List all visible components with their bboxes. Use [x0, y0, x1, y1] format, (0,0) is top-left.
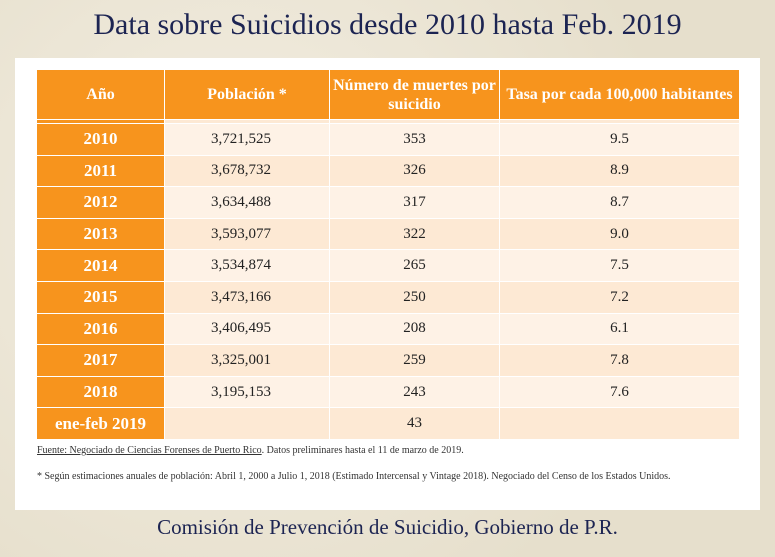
cell: 3,473,166: [165, 282, 330, 314]
year-cell: 2016: [37, 313, 165, 346]
year-cell: 2010: [37, 124, 165, 156]
cell: [165, 120, 330, 124]
header-cell: Población *: [165, 70, 330, 120]
cell: 3,721,525: [165, 124, 330, 156]
cell: 3,195,153: [165, 376, 330, 409]
cell: [330, 120, 500, 124]
cell: 3,678,732: [165, 155, 330, 188]
cell: 208: [330, 313, 500, 346]
header-row: Año Población * Número de muertes por suic…: [37, 70, 740, 120]
cell: 3,634,488: [165, 187, 330, 219]
cell: 8.9: [500, 155, 740, 188]
cell: 250: [330, 282, 500, 314]
cell: 9.5: [500, 124, 740, 156]
header-cell: Tasa por cada 100,000 habitantes: [500, 70, 740, 120]
table-row: 2014 3,534,874 265 7.5: [37, 250, 740, 282]
cell: 7.5: [500, 250, 740, 282]
cell: [165, 408, 330, 440]
cell: 243: [330, 376, 500, 409]
cell: 259: [330, 345, 500, 377]
cell: 7.6: [500, 376, 740, 409]
year-cell: ene-feb 2019: [37, 408, 165, 440]
table-row: 2016 3,406,495 208 6.1: [37, 313, 740, 346]
cell: 3,325,001: [165, 345, 330, 377]
cell: 43: [330, 408, 500, 440]
cell: 3,534,874: [165, 250, 330, 282]
cell: [37, 120, 165, 124]
year-cell: 2012: [37, 187, 165, 219]
year-cell: 2011: [37, 155, 165, 188]
slide-title: Data sobre Suicidios desde 2010 hasta Fe…: [93, 8, 682, 41]
table-row: 2013 3,593,077 322 9.0: [37, 218, 740, 251]
table-row: 2012 3,634,488 317 8.7: [37, 187, 740, 219]
panel: Año Población * Número de muertes por suic…: [15, 58, 760, 510]
source-rest: . Datos preliminares hasta el 11 de marz…: [261, 445, 464, 456]
year-cell: 2014: [37, 250, 165, 282]
cell: 353: [330, 124, 500, 156]
table-row: 2018 3,195,153 243 7.6: [37, 376, 740, 409]
cell: 8.7: [500, 187, 740, 219]
cell: 322: [330, 218, 500, 251]
table-row: 2015 3,473,166 250 7.2: [37, 282, 740, 314]
cell: 3,406,495: [165, 313, 330, 346]
cell: [500, 408, 740, 440]
cell: 326: [330, 155, 500, 188]
footer: Comisión de Prevención de Suicidio, Gobi…: [157, 515, 618, 539]
table-row: 2011 3,678,732 326 8.9: [37, 155, 740, 188]
year-cell: 2013: [37, 218, 165, 251]
header-cell: Año: [37, 70, 165, 120]
cell: 3,593,077: [165, 218, 330, 251]
table-row: ene-feb 2019 43: [37, 408, 740, 440]
cell: 9.0: [500, 218, 740, 251]
cell: 317: [330, 187, 500, 219]
year-cell: 2018: [37, 376, 165, 409]
cell: 265: [330, 250, 500, 282]
source: Fuente: Negociado de Ciencias Forenses d…: [37, 445, 262, 456]
partial-row: [37, 120, 740, 124]
source-note: Fuente: Negociado de Ciencias Forenses d…: [37, 444, 737, 458]
table-row: 2017 3,325,001 259 7.8: [37, 345, 740, 377]
header-cell: Número de muertes por suicidio: [330, 70, 500, 120]
cell: 7.2: [500, 282, 740, 314]
cell: 7.8: [500, 345, 740, 377]
cell: [500, 120, 740, 124]
table-row: 2010 3,721,525 353 9.5: [37, 124, 740, 156]
cell: 6.1: [500, 313, 740, 346]
year-cell: 2017: [37, 345, 165, 377]
year-cell: 2015: [37, 282, 165, 314]
population-note: * Según estimaciones anuales de població…: [37, 471, 671, 482]
